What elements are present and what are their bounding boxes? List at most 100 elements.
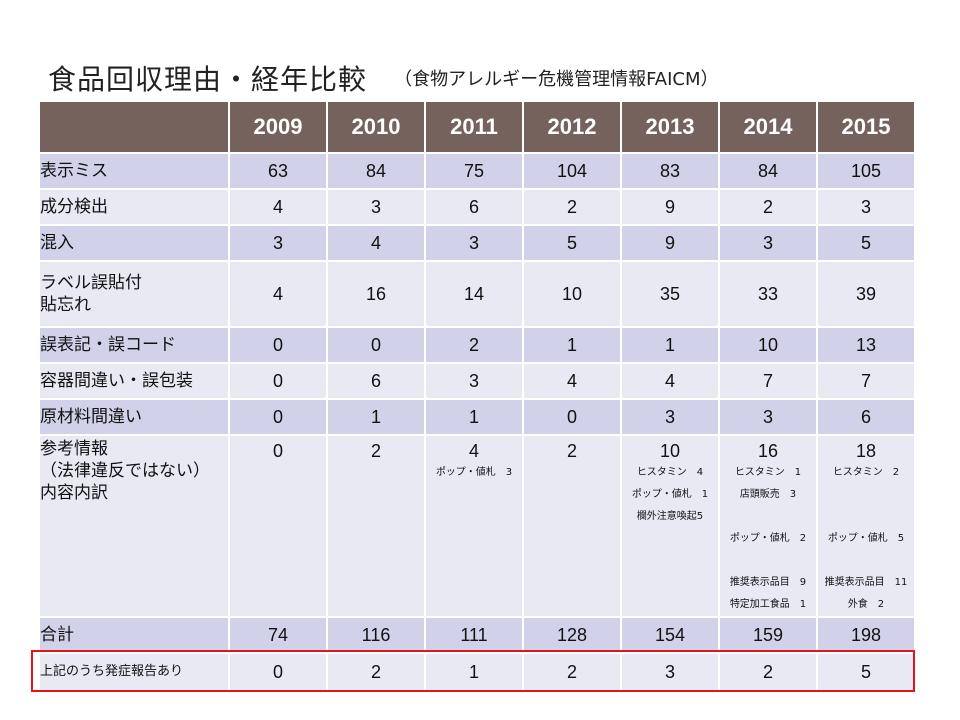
reference-value: 2 bbox=[370, 441, 381, 461]
reference-note bbox=[720, 506, 816, 528]
year-header: 2014 bbox=[718, 100, 818, 154]
table-cell: 3 bbox=[718, 224, 818, 262]
row-label: 容器間違い・誤包装 bbox=[38, 362, 230, 400]
reference-note: ポップ・値札 2 bbox=[729, 533, 807, 544]
reference-note: ポップ・値札 1 bbox=[631, 489, 709, 500]
table-cell: 0 bbox=[228, 326, 328, 364]
row-label: 誤表記・誤コード bbox=[38, 326, 230, 364]
table-cell: 10 bbox=[718, 326, 818, 364]
table-cell: 4 bbox=[620, 362, 720, 400]
table-cell: 75 bbox=[424, 152, 524, 190]
table-cell: 9 bbox=[620, 224, 720, 262]
row-label-line: 貼忘れ bbox=[40, 295, 91, 315]
table-row: 原材料間違い 0 1 1 0 3 3 6 bbox=[38, 398, 916, 436]
reference-note: 外食 2 bbox=[847, 599, 885, 610]
row-label: 原材料間違い bbox=[38, 398, 230, 436]
table-cell: 13 bbox=[816, 326, 916, 364]
recall-table: 2009 2010 2011 2012 2013 2014 2015 表示ミス … bbox=[38, 100, 916, 692]
table-cell: 0 bbox=[522, 398, 622, 436]
year-header: 2012 bbox=[522, 100, 622, 154]
table-cell: 3 bbox=[718, 398, 818, 436]
table-cell: 4 ポップ・値札 3 bbox=[424, 434, 524, 618]
table-row: 成分検出 4 3 6 2 9 2 3 bbox=[38, 188, 916, 226]
reference-note: 特定加工食品 1 bbox=[729, 599, 807, 610]
table-cell: 18 ヒスタミン 2 ポップ・値札 5 推奨表示品目 11 外食 2 bbox=[816, 434, 916, 618]
table-cell: 74 bbox=[228, 616, 328, 654]
row-label-line: 参考情報 bbox=[40, 439, 108, 459]
table-cell: 6 bbox=[326, 362, 426, 400]
reference-value: 16 bbox=[757, 441, 779, 461]
row-label-line: 内容内訳 bbox=[40, 483, 108, 503]
reference-value: 10 bbox=[659, 441, 681, 461]
year-header: 2013 bbox=[620, 100, 720, 154]
table-cell: 2 bbox=[522, 188, 622, 226]
row-label: 成分検出 bbox=[38, 188, 230, 226]
header-row: 2009 2010 2011 2012 2013 2014 2015 bbox=[38, 100, 916, 154]
table-cell: 2 bbox=[326, 652, 426, 692]
table-cell: 16 bbox=[326, 260, 426, 328]
reference-value: 0 bbox=[272, 441, 283, 461]
table-cell: 2 bbox=[326, 434, 426, 618]
table-cell: 198 bbox=[816, 616, 916, 654]
highlight-box bbox=[31, 650, 915, 692]
table-cell: 4 bbox=[326, 224, 426, 262]
table-row: ラベル誤貼付 貼忘れ 4 16 14 10 35 33 39 bbox=[38, 260, 916, 328]
table-cell: 3 bbox=[424, 224, 524, 262]
year-header: 2010 bbox=[326, 100, 426, 154]
table-cell: 33 bbox=[718, 260, 818, 328]
table-cell: 0 bbox=[326, 326, 426, 364]
row-label: 合計 bbox=[38, 616, 230, 654]
year-header: 2011 bbox=[424, 100, 524, 154]
table-cell: 39 bbox=[816, 260, 916, 328]
table-cell: 128 bbox=[522, 616, 622, 654]
table-cell: 5 bbox=[816, 224, 916, 262]
header-corner bbox=[38, 100, 230, 154]
table-row: 容器間違い・誤包装 0 6 3 4 4 7 7 bbox=[38, 362, 916, 400]
reference-note: ポップ・値札 5 bbox=[827, 533, 905, 544]
table-cell: 5 bbox=[522, 224, 622, 262]
table-cell: 35 bbox=[620, 260, 720, 328]
table-cell: 3 bbox=[326, 188, 426, 226]
table-cell: 111 bbox=[424, 616, 524, 654]
table-cell: 3 bbox=[424, 362, 524, 400]
table-cell: 2 bbox=[522, 434, 622, 618]
reference-note: 店頭販売 3 bbox=[739, 489, 797, 500]
table-cell: 116 bbox=[326, 616, 426, 654]
table-cell: 3 bbox=[620, 652, 720, 692]
table-cell: 7 bbox=[816, 362, 916, 400]
table-cell: 1 bbox=[424, 398, 524, 436]
reference-note: 推奨表示品目 11 bbox=[824, 577, 908, 588]
page-subtitle: （食物アレルギー危機管理情報FAICM） bbox=[394, 69, 719, 90]
table-cell: 63 bbox=[228, 152, 328, 190]
table-cell: 10 bbox=[522, 260, 622, 328]
row-label: 混入 bbox=[38, 224, 230, 262]
table-cell: 6 bbox=[424, 188, 524, 226]
table-cell: 3 bbox=[816, 188, 916, 226]
table-cell: 7 bbox=[718, 362, 818, 400]
table-cell: 0 bbox=[228, 362, 328, 400]
table-cell: 84 bbox=[718, 152, 818, 190]
table-cell: 5 bbox=[816, 652, 916, 692]
year-header: 2009 bbox=[228, 100, 328, 154]
table-cell: 105 bbox=[816, 152, 916, 190]
table-cell: 2 bbox=[718, 188, 818, 226]
table-cell: 3 bbox=[228, 224, 328, 262]
table-cell: 4 bbox=[228, 260, 328, 328]
table-cell: 1 bbox=[620, 326, 720, 364]
table-cell: 83 bbox=[620, 152, 720, 190]
reference-note: ヒスタミン 1 bbox=[734, 467, 802, 478]
table-cell: 4 bbox=[228, 188, 328, 226]
reference-value: 4 bbox=[468, 441, 479, 461]
table-row: 表示ミス 63 84 75 104 83 84 105 bbox=[38, 152, 916, 190]
onset-row: 上記のうち発症報告あり 0 2 1 2 3 2 5 bbox=[38, 652, 916, 692]
reference-note: 推奨表示品目 9 bbox=[729, 577, 807, 588]
table-cell: 9 bbox=[620, 188, 720, 226]
title-row: 食品回収理由・経年比較 （食物アレルギー危機管理情報FAICM） bbox=[48, 58, 719, 98]
reference-note bbox=[818, 484, 914, 506]
year-header: 2015 bbox=[816, 100, 916, 154]
row-label-line: ラベル誤貼付 bbox=[40, 273, 142, 293]
reference-value: 18 bbox=[855, 441, 877, 461]
table-cell: 4 bbox=[522, 362, 622, 400]
table-cell: 6 bbox=[816, 398, 916, 436]
row-label-line: （法律違反ではない） bbox=[40, 461, 210, 481]
